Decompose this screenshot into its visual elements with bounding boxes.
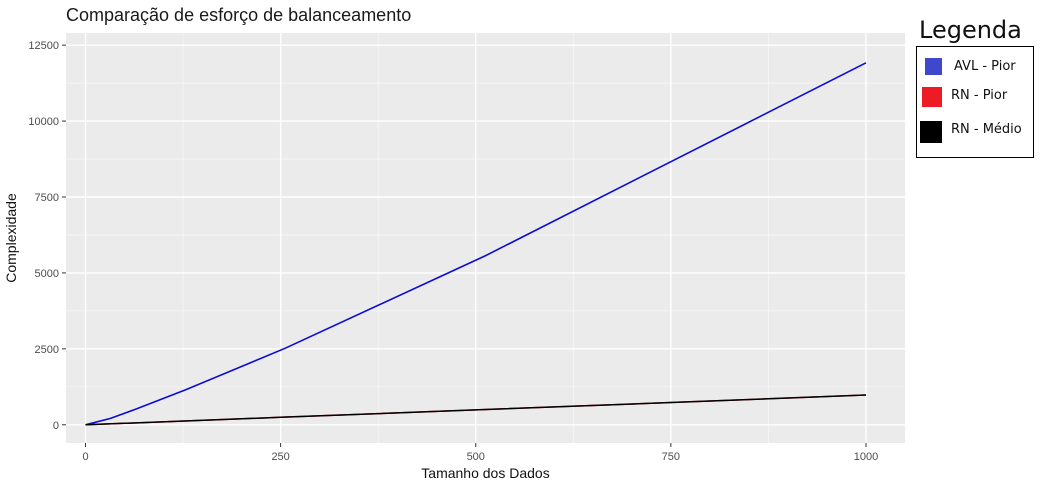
x-tick-label: 500: [467, 451, 485, 463]
legend-label-avl-pior: AVL - Pior: [954, 59, 1016, 74]
series-line-rn-m-dio: [85, 394, 867, 426]
plot-panel: [66, 33, 905, 443]
y-tick-label: 0: [53, 420, 59, 432]
legend-swatch-avl-pior: [925, 58, 942, 75]
legend-swatch-rn-medio: [920, 121, 942, 143]
series-line-avl-pior: [85, 62, 867, 426]
legend-label-rn-pior: RN - Pior: [951, 88, 1008, 103]
y-tick-label: 2500: [35, 344, 59, 356]
x-axis-label: Tamanho dos Dados: [421, 465, 549, 481]
y-axis-label: Complexidade: [3, 193, 19, 283]
legend: AVL - Pior RN - Pior RN - Médio: [916, 46, 1034, 158]
legend-title: Legenda: [919, 16, 1022, 44]
y-tick-label: 5000: [35, 268, 59, 280]
line-chart: 0 250 500 750 100002500500075001000012500Tam…: [3, 33, 905, 481]
legend-label-rn-medio: RN - Médio: [951, 122, 1022, 137]
y-tick-label: 10000: [28, 116, 59, 128]
x-tick-label: 1000: [854, 451, 878, 463]
y-tick-label: 7500: [35, 192, 59, 204]
legend-item-rn-medio: RN - Médio: [917, 119, 1035, 143]
x-tick-label: 0: [82, 451, 88, 463]
y-tick-label: 12500: [28, 40, 59, 52]
legend-item-avl-pior: AVL - Pior: [917, 56, 1035, 80]
legend-swatch-rn-pior: [922, 87, 942, 107]
x-tick-label: 250: [271, 451, 289, 463]
legend-item-rn-pior: RN - Pior: [917, 85, 1035, 109]
x-tick-label: 750: [662, 451, 680, 463]
chart-title: Comparação de esforço de balanceamento: [66, 5, 412, 25]
